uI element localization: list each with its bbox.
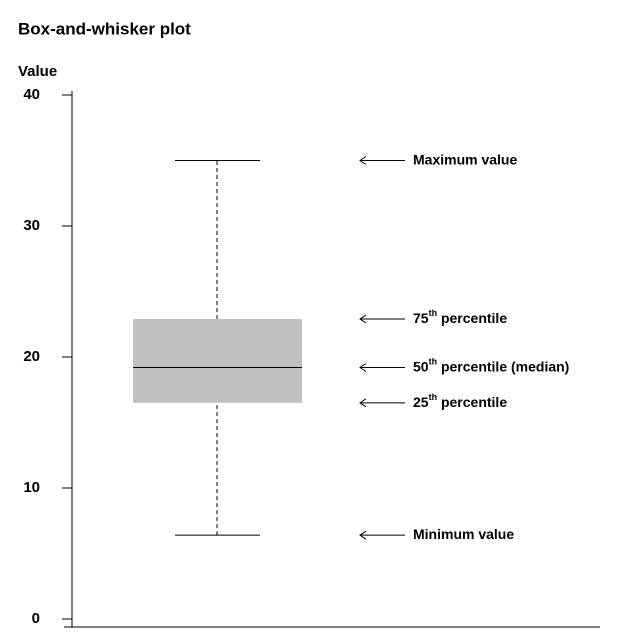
annotation-sup: th xyxy=(429,392,438,402)
annotation-sup: th xyxy=(429,308,438,318)
arrow-head xyxy=(359,314,367,324)
annotation-text: 75 xyxy=(413,310,429,326)
annotation-sup: th xyxy=(429,357,438,367)
annotation: 75th percentile xyxy=(413,308,507,325)
annotation-text: percentile xyxy=(437,394,507,410)
annotation-text: 50 xyxy=(413,358,429,374)
y-tick-label: 40 xyxy=(23,86,40,103)
y-tick-label: 10 xyxy=(23,479,40,496)
annotation: 50th percentile (median) xyxy=(413,357,569,374)
y-tick-label: 20 xyxy=(23,348,40,365)
annotation-text: Maximum value xyxy=(413,151,517,167)
annotation-text: Minimum value xyxy=(413,526,514,542)
annotation-text: percentile xyxy=(437,310,507,326)
annotation-text: 25 xyxy=(413,394,429,410)
annotation-text: percentile (median) xyxy=(437,358,569,374)
annotation: Minimum value xyxy=(413,526,514,542)
annotation: 25th percentile xyxy=(413,392,507,409)
y-tick-label: 30 xyxy=(23,217,40,234)
box xyxy=(133,319,302,403)
chart-title: Box-and-whisker plot xyxy=(18,19,191,38)
y-tick-label: 0 xyxy=(32,610,40,627)
annotation: Maximum value xyxy=(413,151,517,167)
y-axis-label: Value xyxy=(18,63,57,80)
arrow-head xyxy=(359,398,367,408)
arrow-head xyxy=(359,530,367,540)
arrow-head xyxy=(359,156,367,165)
arrow-head xyxy=(359,363,367,372)
